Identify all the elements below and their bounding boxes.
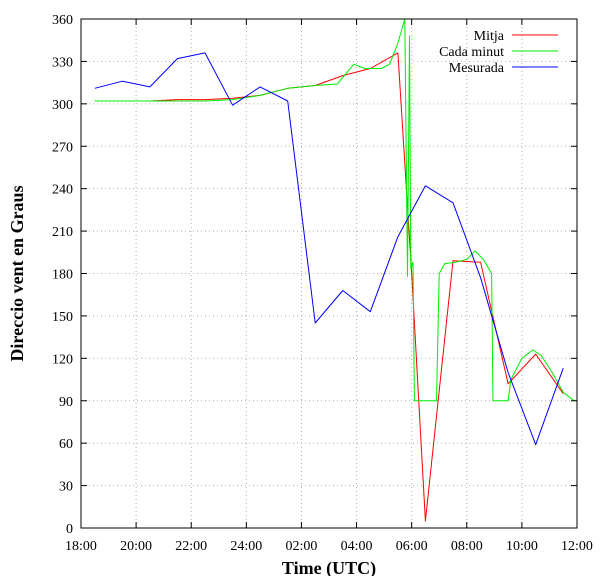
y-tick-label: 90 [59,395,73,410]
axis-ticks [80,18,578,529]
grid-lines [81,19,577,528]
y-tick-label: 360 [52,13,73,28]
x-tick-label: 08:00 [451,539,483,554]
y-tick-label: 0 [66,522,73,537]
x-axis-title: Time (UTC) [282,558,376,576]
y-tick-label: 30 [59,480,73,495]
x-tick-label: 24:00 [230,539,262,554]
x-tick-labels: 18:00 20:00 22:00 24:00 02:00 04:00 06:00 08:00… [65,539,593,554]
legend-label-mesurada: Mesurada [449,61,505,76]
y-tick-label: 240 [52,183,73,198]
series-line-mitja [94,52,564,522]
y-tick-label: 120 [52,352,73,367]
x-tick-label: 18:00 [65,539,97,554]
x-tick-label: 12:00 [561,539,593,554]
series-line-cada-minut [94,18,577,402]
y-axis-title: Direccio vent en Graus [7,185,27,361]
legend-label-mitja: Mitja [474,29,505,44]
y-tick-label: 210 [52,225,73,240]
legend-label-cada-minut: Cada minut [439,45,504,60]
y-tick-label: 330 [52,55,73,70]
x-tick-label: 22:00 [175,539,207,554]
x-tick-label: 04:00 [341,539,373,554]
x-tick-label: 02:00 [285,539,317,554]
series-lines [94,18,577,522]
y-tick-label: 60 [59,437,73,452]
x-tick-label: 06:00 [396,539,428,554]
y-tick-labels: 0 30 60 90 120 150 180 210 240 270 300 330 360 [52,13,73,537]
y-tick-label: 270 [52,140,73,155]
series-line-mesurada [94,52,564,446]
x-tick-label: 20:00 [120,539,152,554]
y-tick-label: 300 [52,98,73,113]
x-tick-label: 10:00 [506,539,538,554]
y-tick-label: 150 [52,310,73,325]
y-tick-label: 180 [52,268,73,283]
